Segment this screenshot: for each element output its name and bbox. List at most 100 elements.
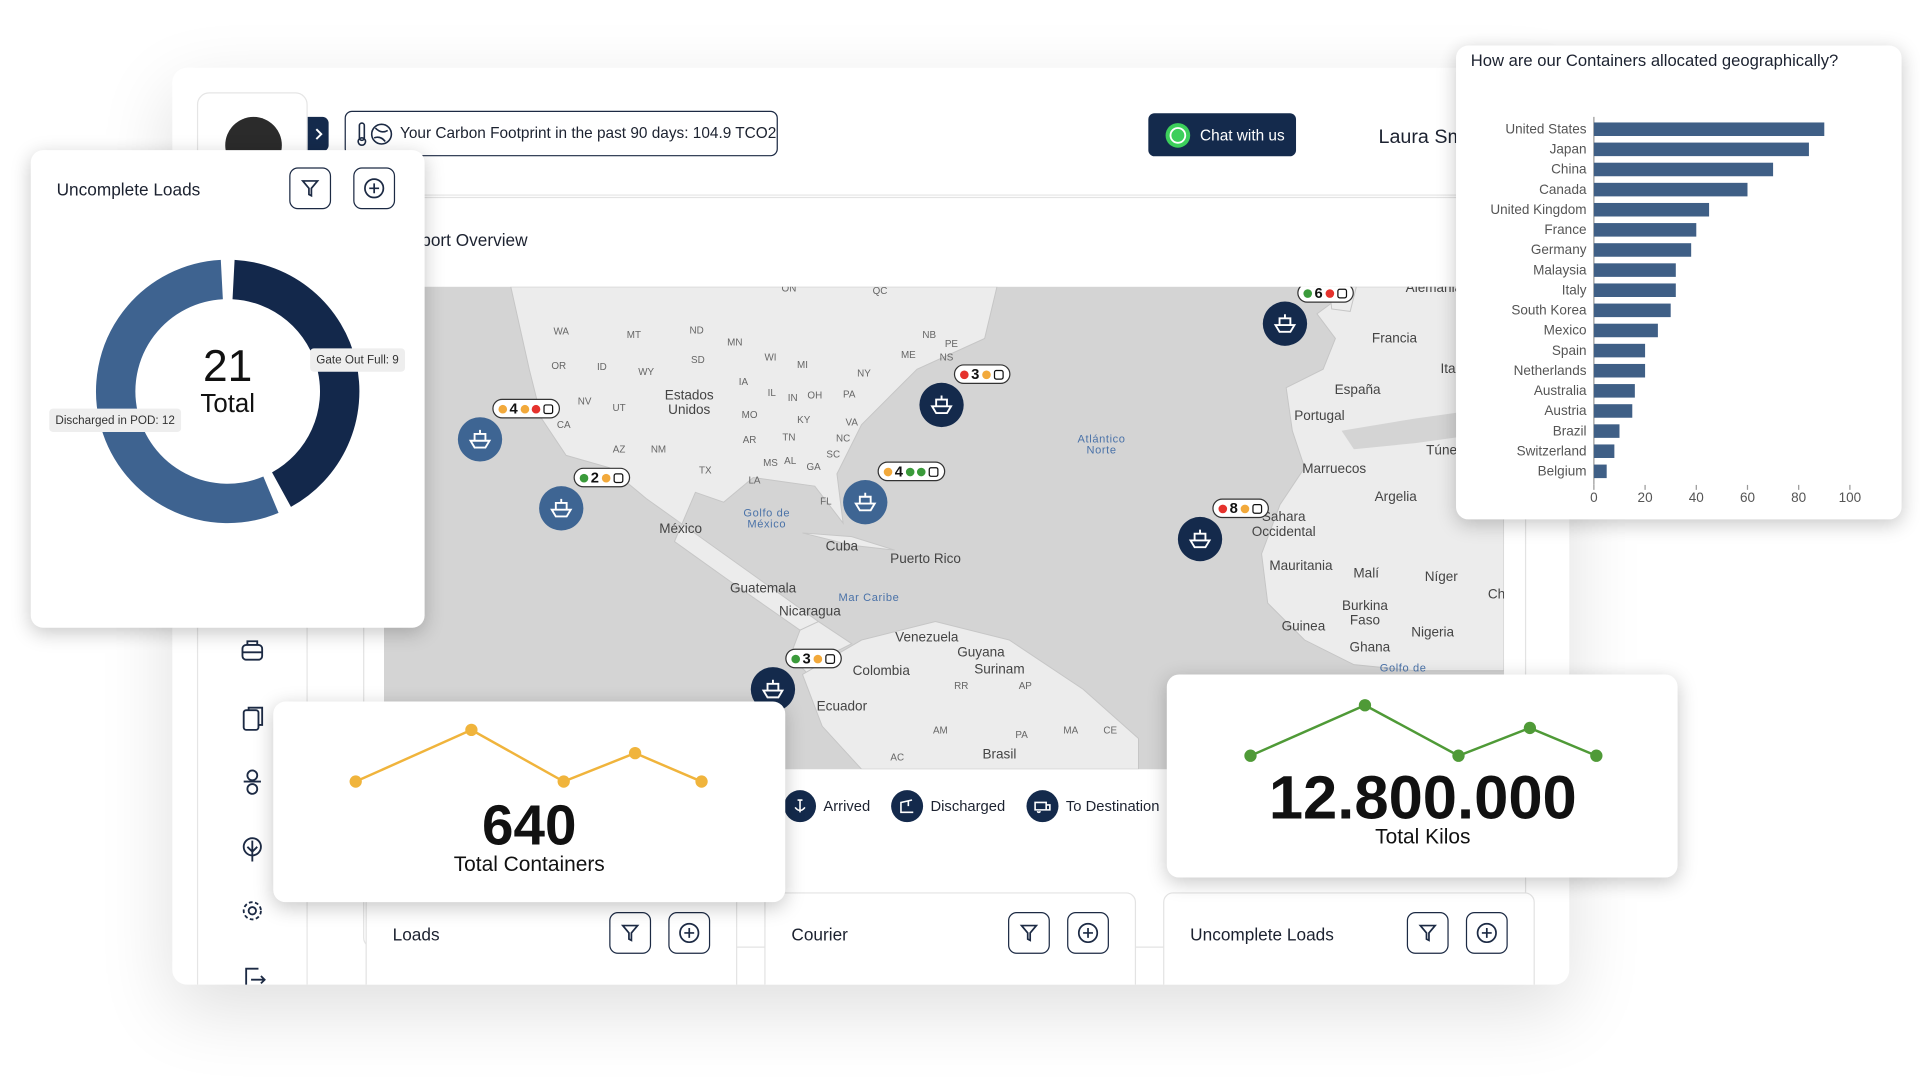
box-icon bbox=[824, 653, 835, 664]
y-tick-label: Spain bbox=[1552, 343, 1587, 358]
trend-point bbox=[1452, 749, 1465, 762]
status-dot bbox=[1218, 504, 1228, 513]
map-label: ME bbox=[900, 349, 916, 361]
bar bbox=[1593, 303, 1671, 318]
map-label: NS bbox=[939, 351, 954, 363]
trend-point bbox=[1358, 699, 1372, 712]
ship-marker[interactable] bbox=[539, 486, 584, 531]
map-label: NY bbox=[857, 367, 871, 379]
nav-icon[interactable] bbox=[242, 837, 262, 862]
map-label: UT bbox=[612, 402, 626, 414]
status-dot bbox=[960, 369, 969, 379]
nav-icon[interactable] bbox=[241, 640, 264, 661]
status-dot bbox=[883, 467, 893, 476]
map-label: AP bbox=[1018, 680, 1032, 692]
map-label: España bbox=[1334, 383, 1381, 398]
chat-button[interactable]: Chat with us bbox=[1148, 113, 1297, 157]
nav-icon[interactable] bbox=[242, 706, 264, 731]
add-button[interactable] bbox=[1067, 912, 1109, 954]
icon-part bbox=[928, 466, 939, 477]
segment-label-text: Gate Out Full: 9 bbox=[316, 354, 398, 367]
bar bbox=[1593, 384, 1635, 398]
filter-button[interactable] bbox=[1406, 912, 1449, 954]
filter-button[interactable] bbox=[1008, 912, 1050, 954]
icon bbox=[900, 799, 914, 814]
icon-part bbox=[613, 472, 624, 483]
map-label: Mar Caribe bbox=[838, 591, 900, 604]
icon-part bbox=[620, 924, 640, 942]
map-label: LA bbox=[748, 474, 761, 486]
map-label: RR bbox=[954, 680, 969, 692]
status-dot bbox=[531, 404, 540, 413]
bar bbox=[1593, 182, 1748, 197]
header-divider bbox=[307, 194, 1570, 196]
map-label: IN bbox=[787, 392, 798, 404]
nav-icon[interactable] bbox=[243, 769, 261, 795]
button-icon bbox=[679, 922, 700, 944]
status-dot bbox=[981, 369, 991, 379]
ship-marker[interactable] bbox=[457, 417, 503, 462]
bar-card: How are our Containers allocated geograp… bbox=[1456, 45, 1902, 520]
kpi-label: Total Kilos bbox=[1375, 826, 1470, 849]
map-label: PE bbox=[944, 338, 958, 350]
chat-label: Chat with us bbox=[1200, 126, 1285, 145]
marker-count: 8 bbox=[1229, 499, 1238, 517]
land bbox=[510, 286, 1505, 770]
x-tick-label: 40 bbox=[1689, 490, 1704, 505]
trend-line bbox=[355, 728, 703, 783]
y-tick-label: Brazil bbox=[1553, 423, 1587, 438]
segment-label: Discharged in POD: 12 bbox=[49, 408, 182, 433]
icon-part bbox=[1481, 928, 1492, 938]
map-label: Alemania bbox=[1405, 286, 1463, 296]
trend-point bbox=[557, 775, 570, 788]
map-label: MO bbox=[741, 409, 758, 421]
map-label: GA bbox=[806, 461, 821, 473]
icon-part bbox=[993, 369, 1004, 380]
map-label: Sahara Occidental bbox=[1251, 510, 1316, 540]
add-button[interactable] bbox=[668, 912, 711, 954]
map-label: FL bbox=[820, 495, 832, 507]
map-label: WA bbox=[553, 325, 569, 337]
map-label: Ecuador bbox=[816, 699, 868, 715]
trend-point bbox=[1523, 721, 1537, 735]
status-badge: 4 bbox=[877, 461, 945, 482]
ship-marker[interactable] bbox=[843, 480, 888, 525]
map-label: Cuba bbox=[825, 539, 859, 555]
ship-marker[interactable] bbox=[1177, 516, 1223, 562]
box-icon bbox=[993, 369, 1004, 380]
y-tick-label: Australia bbox=[1534, 383, 1587, 398]
icon-part bbox=[550, 498, 573, 518]
y-tick-label: Germany bbox=[1531, 242, 1587, 257]
map-label: PA bbox=[1015, 729, 1028, 741]
ship-marker[interactable] bbox=[919, 382, 964, 428]
card-title: Courier bbox=[791, 924, 848, 945]
map-label: AZ bbox=[612, 444, 626, 456]
add-button[interactable] bbox=[1465, 912, 1508, 954]
ship-icon bbox=[761, 679, 785, 699]
map-label: IL bbox=[767, 387, 776, 399]
marker-count: 3 bbox=[971, 365, 980, 383]
filter-button[interactable] bbox=[289, 167, 332, 210]
status-badge: 6 bbox=[1297, 286, 1354, 303]
map-label: Guyana bbox=[957, 645, 1005, 660]
nav-icon[interactable] bbox=[242, 901, 262, 921]
map-label: NC bbox=[835, 433, 851, 445]
sidebar-toggle[interactable] bbox=[307, 116, 329, 152]
map-label: OH bbox=[807, 389, 823, 402]
ship-icon bbox=[550, 498, 573, 518]
nav-icon[interactable] bbox=[245, 967, 266, 985]
filter-button[interactable] bbox=[609, 912, 652, 954]
ship-marker[interactable] bbox=[1262, 301, 1308, 346]
bar bbox=[1593, 202, 1710, 217]
status-dot bbox=[916, 467, 926, 476]
dashboard-window: Your Carbon Footprint in the past 90 day… bbox=[172, 67, 1570, 985]
icon-part bbox=[1418, 924, 1437, 942]
card-title: Loads bbox=[392, 924, 440, 945]
add-button[interactable] bbox=[353, 167, 396, 210]
status-dot bbox=[1303, 288, 1313, 298]
marker-count: 2 bbox=[590, 468, 600, 487]
bar bbox=[1593, 122, 1825, 137]
map-label: SD bbox=[691, 354, 705, 366]
